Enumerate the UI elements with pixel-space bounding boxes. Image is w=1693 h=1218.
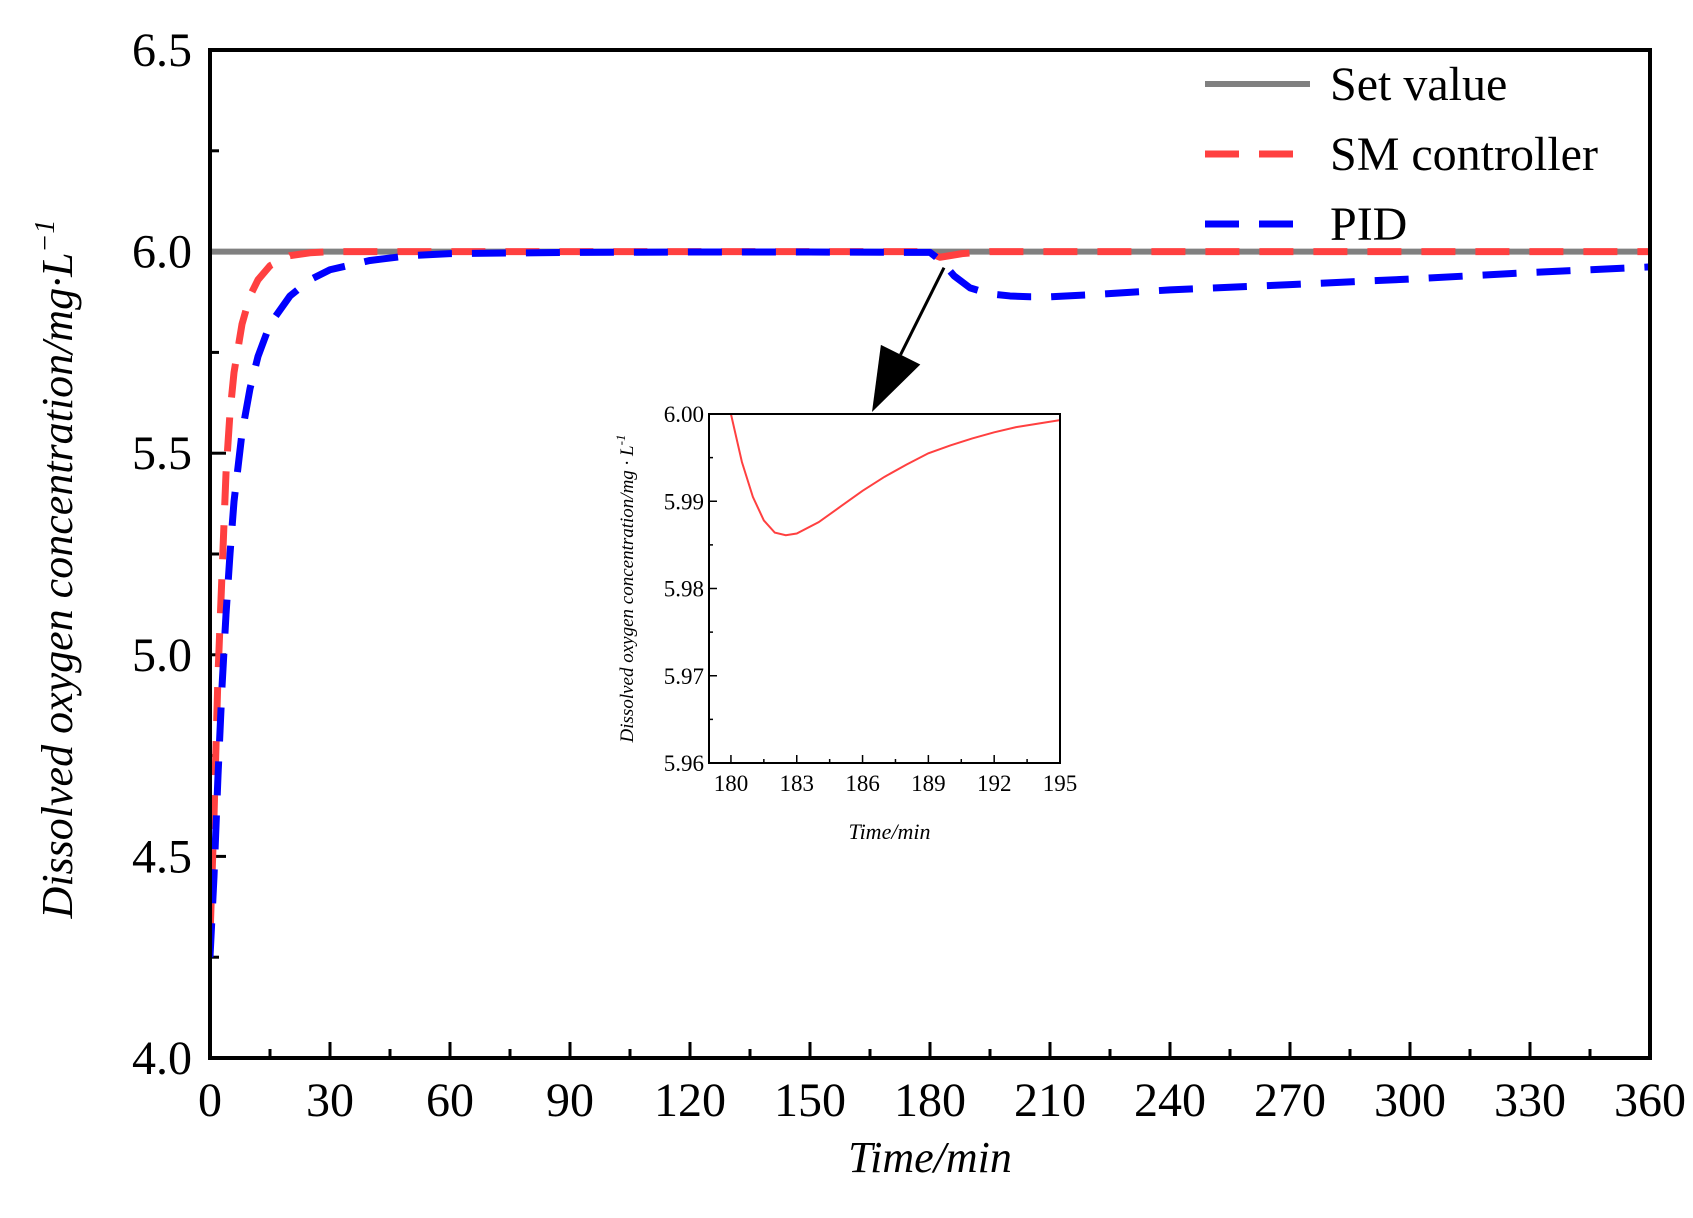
- inset-background: [709, 414, 1060, 763]
- inset-y-tick-label: 5.96: [664, 751, 704, 776]
- main-y-tick-labels: 4.0 4.5 5.0 5.5 6.0 6.5: [132, 24, 192, 1085]
- inset-x-axis-title: Time/min: [849, 819, 931, 844]
- legend-label-set-value: Set value: [1330, 58, 1507, 111]
- inset-y-tick-label: 5.99: [664, 489, 704, 514]
- inset-y-tick-labels: 5.96 5.97 5.98 5.99 6.00: [664, 402, 704, 776]
- inset-y-tick-label: 5.98: [664, 577, 704, 602]
- inset-x-tick-label: 192: [977, 771, 1012, 796]
- legend-label-sm-controller: SM controller: [1330, 128, 1598, 181]
- inset-y-tick-label: 6.00: [664, 402, 704, 427]
- main-x-tick-label: 90: [546, 1074, 594, 1127]
- main-x-tick-label: 60: [426, 1074, 474, 1127]
- main-x-axis-title: Time/min: [848, 1133, 1012, 1182]
- main-x-tick-label: 270: [1254, 1074, 1326, 1127]
- main-y-tick-label: 5.5: [132, 427, 192, 480]
- inset-x-tick-labels: 180 183 186 189 192 195: [714, 771, 1078, 796]
- main-series: [210, 248, 1650, 958]
- main-x-tick-label: 210: [1014, 1074, 1086, 1127]
- main-y-tick-label: 4.0: [132, 1032, 192, 1085]
- main-y-tick-label: 5.0: [132, 629, 192, 682]
- main-x-tick-label: 240: [1134, 1074, 1206, 1127]
- inset-x-tick-label: 189: [911, 771, 946, 796]
- main-y-tick-label: 6.5: [132, 24, 192, 77]
- main-y-tick-label: 6.0: [132, 226, 192, 279]
- main-x-tick-label: 300: [1374, 1074, 1446, 1127]
- inset-plot-frame: [708, 413, 1061, 764]
- arrow-shaft: [899, 266, 946, 356]
- main-y-axis-title-sup: −1: [30, 220, 61, 253]
- inset-y-tick-label: 5.97: [664, 664, 704, 689]
- inset-series-sm-controller: [729, 414, 1060, 537]
- main-x-tick-label: 0: [198, 1074, 222, 1127]
- series-sm-controller: [210, 248, 1650, 938]
- arrow-head: [872, 344, 921, 412]
- main-x-tick-label: 330: [1494, 1074, 1566, 1127]
- main-x-tick-label: 150: [774, 1074, 846, 1127]
- inset-series: [729, 414, 1060, 537]
- inset-y-axis-title: Dissolved oxygen concentration/mg · L-1: [613, 435, 638, 744]
- inset-x-tick-label: 180: [714, 771, 749, 796]
- main-y-tick-label: 4.5: [132, 830, 192, 883]
- inset-y-axis-title-sup: -1: [613, 435, 628, 446]
- main-y-axis-title: Dissolved oxygen concentration/mg·L−1: [30, 220, 82, 920]
- inset-x-tick-label: 183: [780, 771, 815, 796]
- main-x-tick-label: 30: [306, 1074, 354, 1127]
- zoom-arrow: [872, 266, 946, 412]
- inset-y-axis-title-text: Dissolved oxygen concentration/mg · L: [617, 445, 638, 743]
- main-plot: 0 30 60 90 120 150 180 210 240 270 300 330 360 4.04.…: [30, 24, 1686, 1182]
- main-plot-frame: [208, 48, 1652, 1060]
- legend-label-pid: PID: [1330, 198, 1407, 251]
- main-x-tick-label: 180: [894, 1074, 966, 1127]
- legend: Set value SM controller PID: [1205, 58, 1598, 251]
- main-x-tick-label: 120: [654, 1074, 726, 1127]
- series-pid: [210, 248, 1650, 958]
- inset-x-tick-label: 186: [845, 771, 880, 796]
- inset-x-tick-label: 195: [1043, 771, 1078, 796]
- main-y-axis-title-text: Dissolved oxygen concentration/mg·L: [33, 252, 82, 919]
- inset-plot: 180 183 186 189 192 195 5.965.975.985.996.00 …: [613, 402, 1077, 844]
- main-x-tick-label: 360: [1614, 1074, 1686, 1127]
- main-x-tick-labels: 0 30 60 90 120 150 180 210 240 270 300 330 360: [198, 1074, 1686, 1127]
